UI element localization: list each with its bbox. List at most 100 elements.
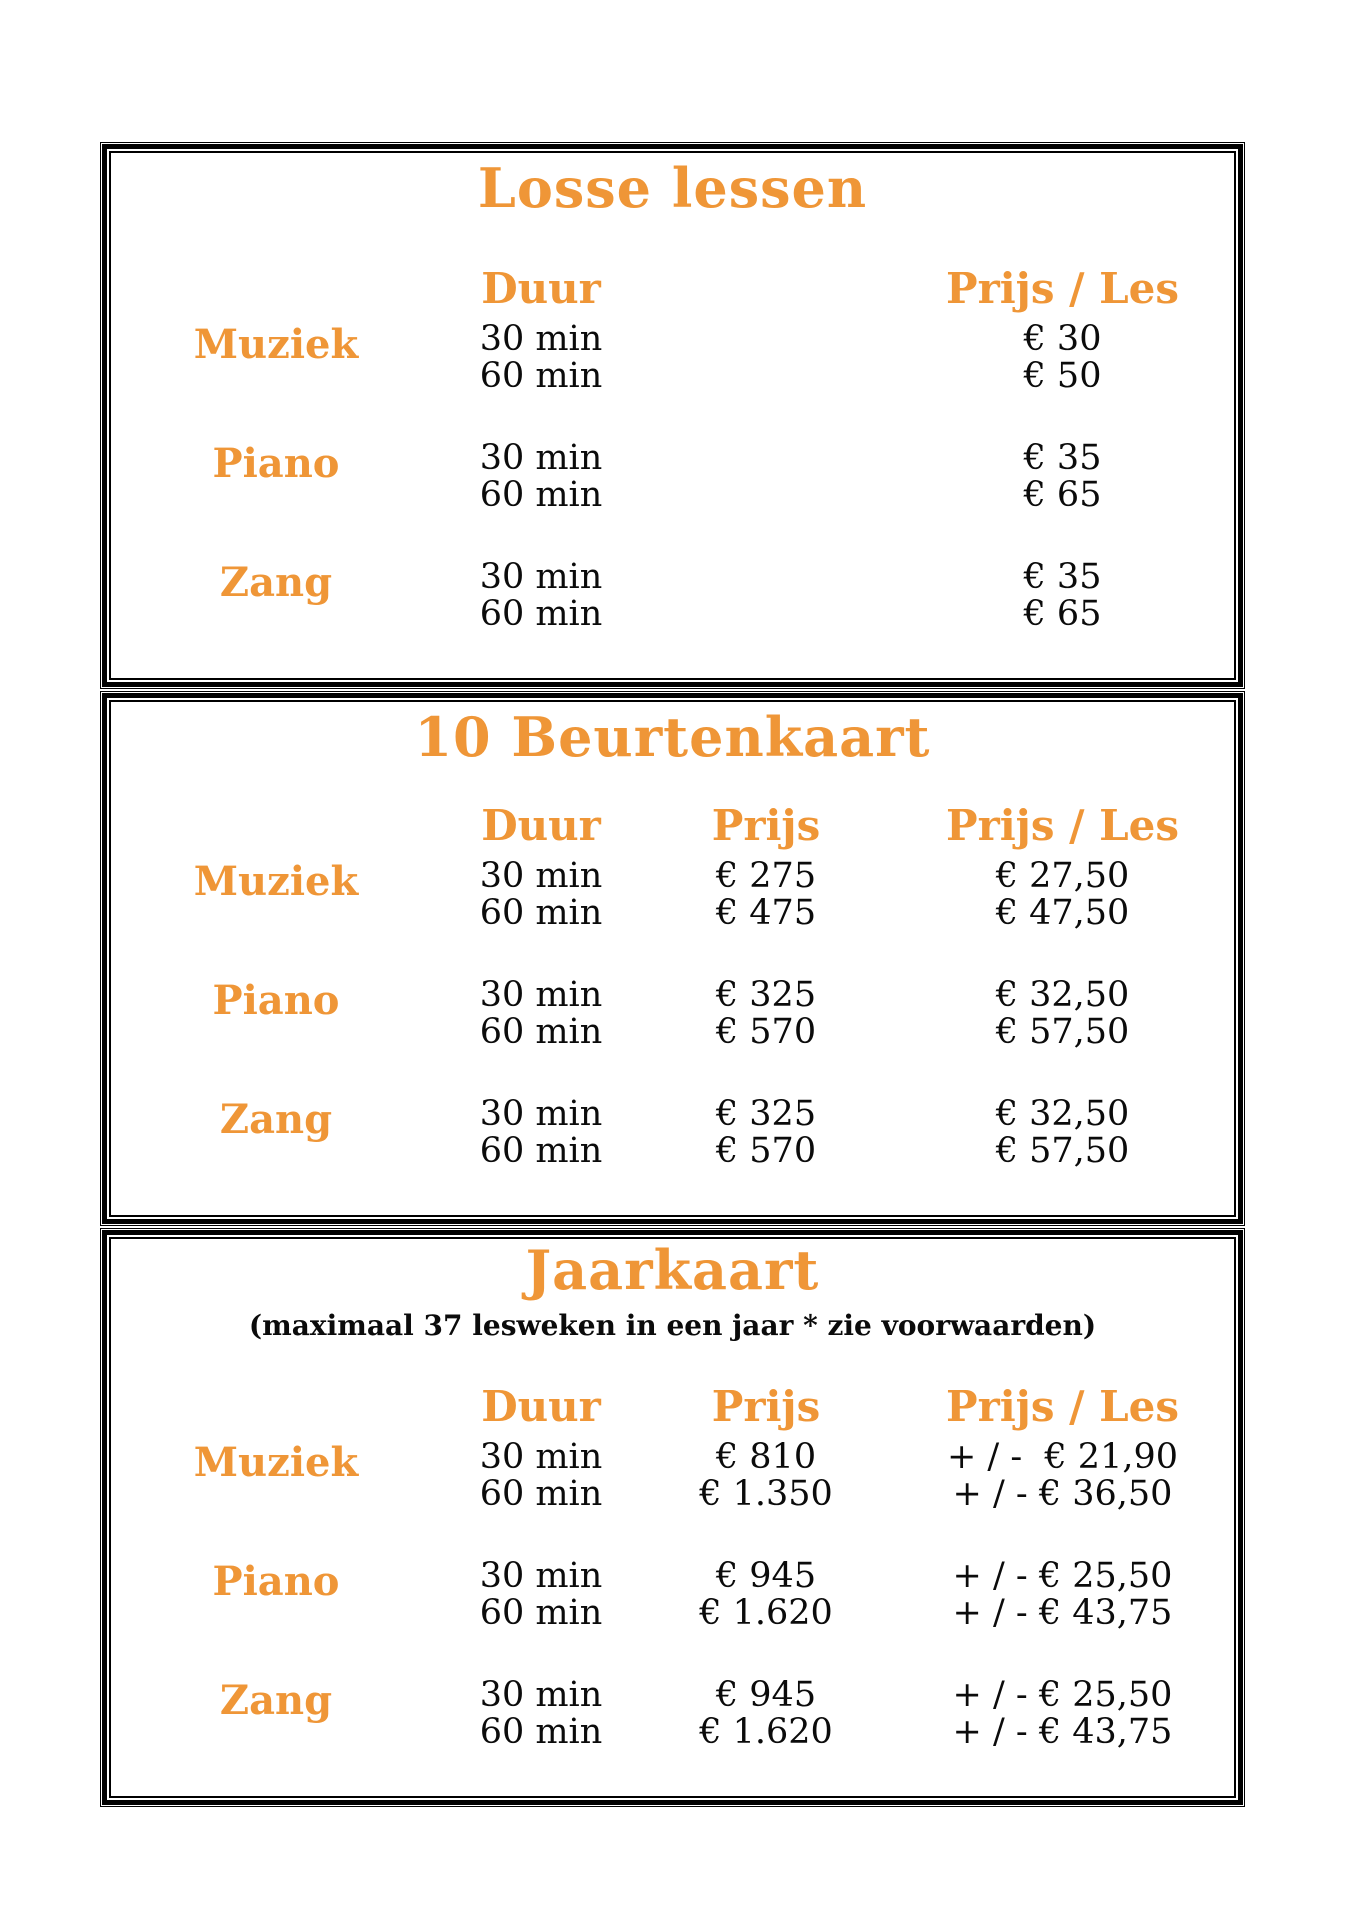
duur-value: 30 min [479,1675,603,1715]
prijs-les-value: € 57,50 [995,1131,1130,1171]
lesson-group: Zang 30 min € 945 + / - € 25,50 60 min € 1.62… [111,1677,1234,1751]
price-row: 30 min € 945 + / - € 25,50 [441,1677,1234,1714]
duur-value: 60 min [479,1131,603,1171]
prijs-value: € 475 [715,893,817,933]
lesson-group: Piano 30 min € 945 + / - € 25,50 60 min € 1.6… [111,1558,1234,1632]
section-border: Jaarkaart (maximaal 37 lesweken in een j… [102,1230,1243,1805]
prijs-value: € 1.620 [699,1712,833,1752]
prijs-les-value: € 32,50 [995,975,1130,1015]
prijs-value: € 945 [715,1556,817,1596]
price-row: 60 min € 475 € 47,50 [441,895,1234,932]
duur-value: 30 min [479,438,603,478]
duur-value: 30 min [479,856,603,896]
duur-value: 60 min [479,1593,603,1633]
group-rows: 30 min € 35 60 min € 65 [441,559,1234,633]
prijs-les-value: € 35 [1023,557,1102,597]
column-headers: Duur Prijs / Les [111,265,1234,313]
duur-value: 60 min [479,475,603,515]
price-row: 60 min € 1.620 + / - € 43,75 [441,1595,1234,1632]
prijs-value: € 570 [715,1131,817,1171]
column-header-category [111,1383,441,1431]
price-row: 30 min € 325 € 32,50 [441,977,1234,1014]
price-row: 30 min € 30 [441,321,1234,358]
category-label: Piano [212,1558,340,1605]
column-header-category [111,802,441,850]
lesson-group: Zang 30 min € 35 60 min € 65 [111,559,1234,633]
duur-value: 60 min [479,594,603,634]
section-title: Losse lessen [477,156,868,220]
prijs-value: € 945 [715,1675,817,1715]
category-label: Muziek [193,321,359,368]
price-row: 30 min € 810 + / - € 21,90 [441,1439,1234,1476]
section-jaarkaart: Jaarkaart (maximaal 37 lesweken in een j… [100,1228,1245,1807]
prijs-value [641,559,891,596]
column-header-duur: Duur [481,1382,601,1431]
duur-value: 30 min [479,1437,603,1477]
column-header-duur: Duur [481,801,601,850]
column-headers: Duur Prijs Prijs / Les [111,802,1234,850]
price-row: 30 min € 945 + / - € 25,50 [441,1558,1234,1595]
group-rows: 30 min € 325 € 32,50 60 min € 570 € 57,50 [441,1096,1234,1170]
price-row: 60 min € 50 [441,358,1234,395]
prijs-les-value: + / - € 36,50 [952,1474,1173,1514]
group-rows: 30 min € 945 + / - € 25,50 60 min € 1.620 + /… [441,1677,1234,1751]
column-header-prijs [641,265,891,313]
prijs-value [641,440,891,477]
price-row: 60 min € 570 € 57,50 [441,1014,1234,1051]
prijs-value: € 325 [715,1094,817,1134]
section-title: Jaarkaart [525,1238,820,1302]
prijs-les-value: € 27,50 [995,856,1130,896]
duur-value: 30 min [479,975,603,1015]
column-header-category [111,265,441,313]
section-border: 10 Beurtenkaart Duur Prijs Prijs / Les M… [102,693,1243,1224]
prijs-les-value: € 35 [1023,438,1102,478]
price-row: 30 min € 35 [441,440,1234,477]
lesson-group: Muziek 30 min € 275 € 27,50 60 min € 475 € 47,… [111,858,1234,932]
price-row: 60 min € 1.350 + / - € 36,50 [441,1476,1234,1513]
section-groups: Muziek 30 min € 810 + / - € 21,90 60 min € 1.… [111,1439,1234,1751]
duur-value: 60 min [479,1012,603,1052]
column-header-prijs: Prijs [711,801,821,850]
price-row: 60 min € 1.620 + / - € 43,75 [441,1714,1234,1751]
prijs-les-value: + / - € 21,90 [946,1437,1179,1477]
prijs-les-value: + / - € 25,50 [952,1675,1173,1715]
prijs-value: € 1.620 [699,1593,833,1633]
section-subtitle: (maximaal 37 lesweken in een jaar * zie … [248,1309,1097,1342]
prijs-les-value: € 47,50 [995,893,1130,933]
prijs-les-value: € 32,50 [995,1094,1130,1134]
column-header-prijs-les: Prijs / Les [946,801,1179,850]
column-headers: Duur Prijs Prijs / Les [111,1383,1234,1431]
price-row: 30 min € 35 [441,559,1234,596]
price-row: 60 min € 65 [441,477,1234,514]
price-sheet: Losse lessen Duur Prijs / Les Muziek 30 m… [100,142,1245,1809]
duur-value: 60 min [479,1712,603,1752]
prijs-value [641,321,891,358]
prijs-les-value: + / - € 43,75 [952,1593,1173,1633]
prijs-value [641,596,891,633]
duur-value: 30 min [479,319,603,359]
prijs-les-value: € 57,50 [995,1012,1130,1052]
prijs-les-value: € 30 [1023,319,1102,359]
prijs-value: € 810 [715,1437,817,1477]
category-label: Piano [212,440,340,487]
column-header-duur: Duur [481,264,601,313]
category-label: Muziek [193,1439,359,1486]
prijs-value: € 275 [715,856,817,896]
lesson-group: Piano 30 min € 35 60 min € 65 [111,440,1234,514]
duur-value: 30 min [479,1094,603,1134]
section-10-beurtenkaart: 10 Beurtenkaart Duur Prijs Prijs / Les M… [100,691,1245,1226]
section-border: Losse lessen Duur Prijs / Les Muziek 30 m… [102,144,1243,687]
prijs-value [641,477,891,514]
lesson-group: Muziek 30 min € 30 60 min € 50 [111,321,1234,395]
group-rows: 30 min € 945 + / - € 25,50 60 min € 1.620 + /… [441,1558,1234,1632]
section-losse-lessen: Losse lessen Duur Prijs / Les Muziek 30 m… [100,142,1245,689]
section-groups: Muziek 30 min € 275 € 27,50 60 min € 475 € 47,… [111,858,1234,1170]
duur-value: 60 min [479,893,603,933]
group-rows: 30 min € 810 + / - € 21,90 60 min € 1.350 + /… [441,1439,1234,1513]
price-row: 30 min € 325 € 32,50 [441,1096,1234,1133]
prijs-value: € 325 [715,975,817,1015]
lesson-group: Zang 30 min € 325 € 32,50 60 min € 570 € 57,50 [111,1096,1234,1170]
price-row: 30 min € 275 € 27,50 [441,858,1234,895]
column-header-prijs: Prijs [711,1382,821,1431]
category-label: Piano [212,977,340,1024]
